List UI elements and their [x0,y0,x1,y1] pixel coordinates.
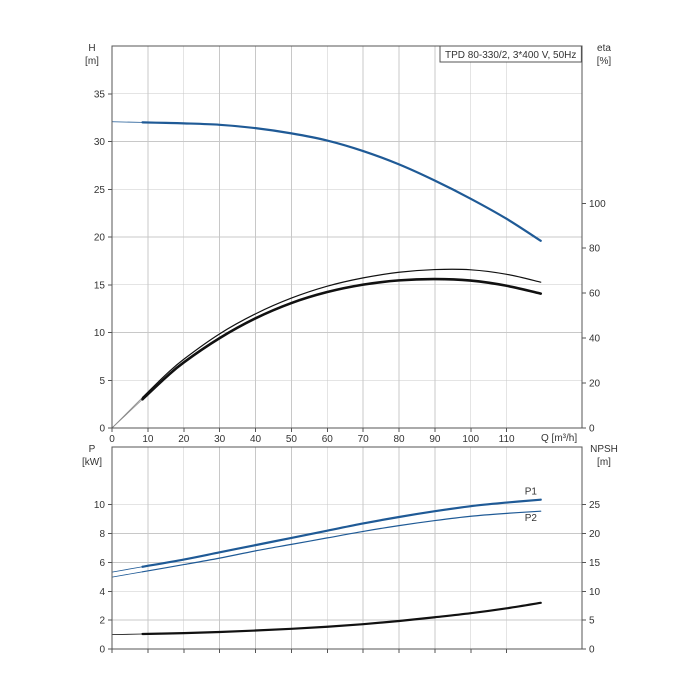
y2-tick-label: 40 [589,334,601,345]
y2-tick-label: 0 [589,424,595,435]
power-panel-ticks: 0 2 4 6 8 10 0 5 10 15 20 25 [94,500,601,655]
y-axis-label-head: H [88,43,95,54]
x-tick-label: 110 [499,434,515,445]
y2-axis-label-npsh: NPSH [590,444,618,455]
y-tick-label: 8 [99,529,105,540]
chart-title: TPD 80-330/2, 3*400 V, 50Hz [445,50,576,61]
series-extension-p1 [111,566,143,573]
x-axis-label-flow: Q [m³/h] [541,433,577,444]
series-line-h [141,121,542,242]
series-label-p2: P2 [525,513,538,524]
y-tick-label: 10 [94,500,106,511]
head-panel-grid [112,46,582,428]
y-tick-label: 30 [94,137,106,148]
y-tick-label: 10 [94,328,106,339]
y-axis-label-power: P [89,444,96,455]
x-tick-label: 30 [214,434,226,445]
series-line-p2 [141,510,542,573]
power-panel-frame [111,446,583,650]
power-panel-grid [112,447,582,649]
x-tick-label: 0 [109,434,115,445]
series-line-p1 [141,498,542,568]
y-tick-label: 0 [99,645,105,656]
y-tick-label: 15 [94,280,106,291]
y2-axis-unit-eta: [%] [597,56,612,67]
y2-tick-label: 5 [589,616,595,627]
y2-axis-label-eta: eta [597,43,611,54]
head-panel-ticks: 0 5 10 15 20 25 30 35 0 20 40 60 80 100 0 10 20 30 40 50 60 7… [94,89,606,445]
y-tick-label: 2 [99,616,105,627]
y2-tick-label: 80 [589,244,601,255]
chart-title-box: TPD 80-330/2, 3*400 V, 50Hz [439,45,582,63]
y-tick-label: 0 [99,424,105,435]
y2-tick-label: 15 [589,558,601,569]
x-tick-label: 40 [250,434,262,445]
y-tick-label: 20 [94,233,106,244]
series-line-npsh [141,601,542,636]
y-axis-unit-power: [kW] [82,457,102,468]
y2-tick-label: 10 [589,587,601,598]
power-panel-series [111,498,542,636]
series-label-p1: P1 [525,487,538,498]
y-tick-label: 4 [99,587,105,598]
series-extension-eta2 [111,398,143,429]
x-tick-label: 20 [178,434,190,445]
y-tick-label: 25 [94,185,106,196]
series-line-eta1 [141,268,542,399]
series-extension-npsh [111,633,143,636]
y2-tick-label: 25 [589,500,601,511]
x-tick-label: 100 [462,434,479,445]
series-line-eta2 [141,277,543,401]
x-tick-label: 50 [286,434,298,445]
x-tick-label: 60 [322,434,334,445]
head-panel-series [111,121,543,429]
y2-tick-label: 20 [589,529,601,540]
y-tick-label: 35 [94,89,106,100]
y2-axis-unit-npsh: [m] [597,457,611,468]
y2-tick-label: 0 [589,645,595,656]
y-tick-label: 5 [99,376,105,387]
series-extension-h [111,121,143,123]
y2-tick-label: 20 [589,379,601,390]
y-tick-label: 6 [99,558,105,569]
y-axis-unit-head: [m] [85,56,99,67]
x-tick-label: 90 [429,434,441,445]
x-tick-label: 80 [393,434,405,445]
x-tick-label: 10 [142,434,154,445]
y2-tick-label: 100 [589,199,606,210]
y2-tick-label: 60 [589,289,601,300]
x-tick-label: 70 [358,434,370,445]
series-extension-p2 [111,571,143,578]
